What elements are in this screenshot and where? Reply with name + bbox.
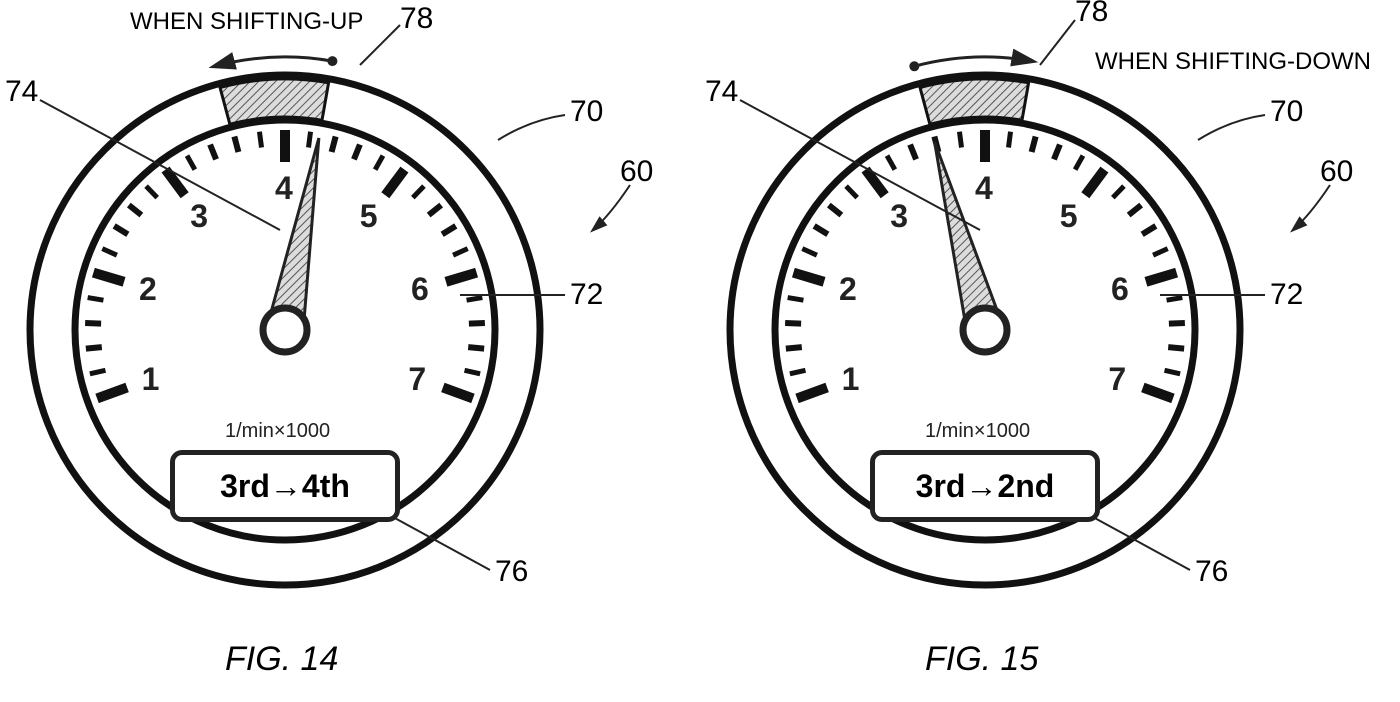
callout-70-right: 70 [1270, 95, 1303, 129]
unit-label-left: 1/min×1000 [225, 420, 330, 443]
gear-from-left: 3rd [220, 468, 270, 504]
callout-76-left: 76 [495, 555, 528, 589]
arrow-icon: → [270, 468, 302, 504]
callout-72-left: 72 [570, 278, 603, 312]
tick-number: 1 [142, 361, 160, 398]
callout-60-right: 60 [1320, 155, 1353, 189]
callout-78-left: 78 [400, 2, 433, 36]
callout-72-right: 72 [1270, 278, 1303, 312]
gear-from-right: 3rd [916, 468, 966, 504]
gear-display-left: 3rd→4th [170, 450, 400, 522]
tick-number: 3 [190, 198, 208, 235]
callout-78-right: 78 [1075, 0, 1108, 29]
figure-caption-right: FIG. 15 [925, 640, 1038, 679]
shift-label-right: WHEN SHIFTING-DOWN [1095, 48, 1371, 76]
callout-74-right: 74 [705, 75, 738, 109]
tick-number: 2 [839, 271, 857, 308]
callout-60-left: 60 [620, 155, 653, 189]
tick-number: 7 [408, 361, 426, 398]
shift-label-left: WHEN SHIFTING-UP [130, 8, 363, 36]
tick-number: 4 [975, 170, 993, 207]
tick-number: 6 [1111, 271, 1129, 308]
unit-label-right: 1/min×1000 [925, 420, 1030, 443]
gear-to-left: 4th [302, 468, 350, 504]
tick-number: 4 [275, 170, 293, 207]
diagram-canvas [0, 0, 1400, 702]
tick-number: 5 [1060, 198, 1078, 235]
callout-76-right: 76 [1195, 555, 1228, 589]
tick-number: 6 [411, 271, 429, 308]
tick-number: 5 [360, 198, 378, 235]
tick-number: 2 [139, 271, 157, 308]
tick-number: 7 [1108, 361, 1126, 398]
arrow-icon: → [965, 468, 997, 504]
figure-caption-left: FIG. 14 [225, 640, 338, 679]
gear-display-right: 3rd→2nd [870, 450, 1100, 522]
callout-74-left: 74 [5, 75, 38, 109]
tick-number: 1 [842, 361, 860, 398]
callout-70-left: 70 [570, 95, 603, 129]
gear-to-right: 2nd [997, 468, 1054, 504]
tick-number: 3 [890, 198, 908, 235]
